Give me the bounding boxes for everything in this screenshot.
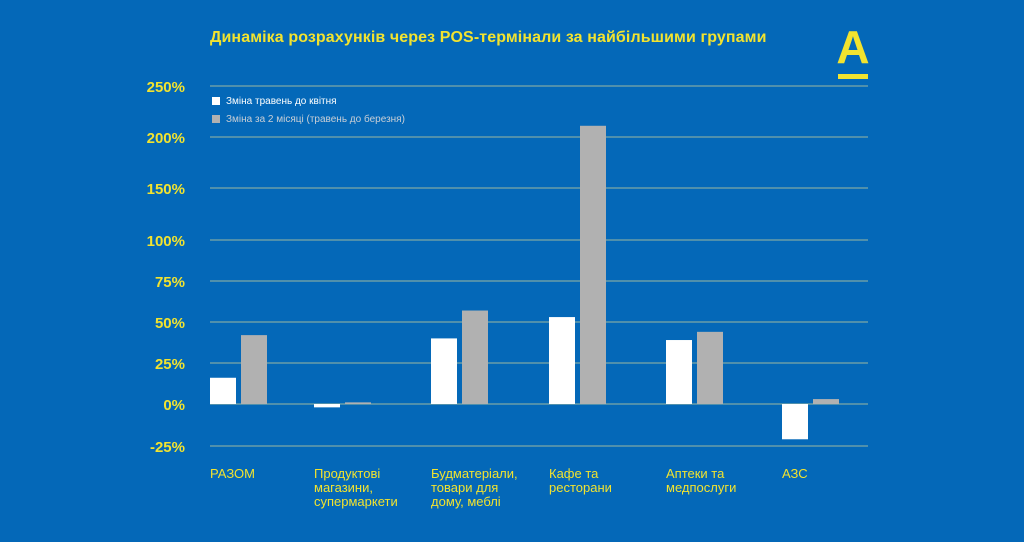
legend-item-month: Зміна травень до квітня (212, 94, 337, 108)
legend-item-two-months: Зміна за 2 місяці (травень до березня) (212, 112, 405, 126)
y-tick-label: -25% (150, 439, 185, 456)
legend-swatch-month (212, 97, 220, 105)
x-category-label: Аптеки та медпослуги (666, 467, 771, 495)
bar-month-change (782, 404, 808, 440)
bar-two-month-change (462, 310, 488, 404)
bar-two-month-change (241, 335, 267, 404)
legend-label-month: Зміна травень до квітня (226, 95, 337, 107)
bar-two-month-change (697, 331, 723, 404)
y-tick-label: 150% (147, 181, 185, 198)
y-tick-label: 0% (163, 397, 185, 414)
x-category-label-line: супермаркети (314, 494, 398, 509)
x-category-label-line: Кафе та (549, 466, 599, 481)
x-category-label-line: Продуктові (314, 466, 381, 481)
x-category-label-line: РАЗОМ (210, 466, 255, 481)
x-category-label: Будматеріали, товари для дому, меблі (431, 467, 536, 509)
x-category-label-line: магазини, (314, 480, 373, 495)
bar-month-change (431, 338, 457, 404)
legend-label-two-months: Зміна за 2 місяці (травень до березня) (226, 113, 405, 125)
x-category-label-line: товари для (431, 480, 499, 495)
logo-underline (838, 74, 868, 79)
x-category-label: Кафе та ресторани (549, 467, 654, 495)
legend-swatch-two-months (212, 115, 220, 123)
x-category-label-line: медпослуги (666, 480, 737, 495)
y-tick-label: 250% (147, 79, 185, 96)
alfa-bank-logo: А (834, 24, 872, 82)
chart-title: Динаміка розрахунків через POS-термінали… (210, 29, 767, 46)
x-category-label-line: Будматеріали, (431, 466, 518, 481)
y-tick-label: 25% (155, 356, 185, 373)
bar-month-change (666, 340, 692, 404)
y-tick-label: 200% (147, 130, 185, 147)
bar-month-change (210, 377, 236, 404)
x-category-label: АЗС (782, 467, 887, 481)
bar-month-change (314, 404, 340, 408)
bar-two-month-change (345, 402, 371, 404)
bar-two-month-change (813, 399, 839, 404)
logo-letter: А (836, 21, 870, 73)
y-tick-label: 100% (147, 233, 185, 250)
x-category-label: Продуктові магазини, супермаркети (314, 467, 419, 509)
x-category-label: РАЗОМ (210, 467, 315, 481)
x-category-label-line: ресторани (549, 480, 612, 495)
bar-two-month-change (580, 125, 606, 404)
x-category-label-line: АЗС (782, 466, 808, 481)
x-category-label-line: Аптеки та (666, 466, 725, 481)
x-category-label-line: дому, меблі (431, 494, 501, 509)
bar-month-change (549, 317, 575, 404)
y-tick-label: 50% (155, 315, 185, 332)
y-tick-label: 75% (155, 274, 185, 291)
